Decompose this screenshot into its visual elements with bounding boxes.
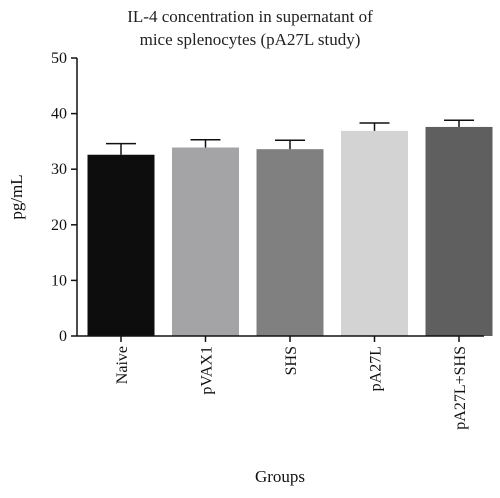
x-tick-label-1: pVAX1: [199, 346, 216, 395]
y-tick-label-4: 40: [51, 106, 67, 123]
x-tick-label-4: pA27L+SHS: [452, 346, 469, 430]
bar-shs: [256, 149, 324, 336]
chart-title-line-1: IL-4 concentration in supernatant of: [127, 7, 373, 26]
x-tick-label-2: SHS: [283, 346, 300, 375]
x-tick-label-3: pA27L: [368, 346, 385, 391]
bar-naive: [87, 154, 155, 336]
chart-title-line-2: mice splenocytes (pA27L study): [139, 30, 361, 49]
y-tick-label-1: 10: [51, 272, 67, 289]
x-axis-label: Groups: [255, 467, 305, 486]
bar-pa27l-shs: [425, 126, 493, 336]
y-tick-label-3: 30: [51, 161, 67, 178]
y-axis-label: pg/mL: [7, 174, 26, 219]
x-tick-label-0: Naive: [114, 346, 131, 384]
y-tick-label-5: 50: [51, 50, 67, 67]
bar-pa27l: [341, 130, 408, 336]
y-tick-label-0: 0: [59, 328, 67, 345]
bar-pvax1: [172, 147, 239, 336]
y-tick-label-2: 20: [51, 217, 67, 234]
